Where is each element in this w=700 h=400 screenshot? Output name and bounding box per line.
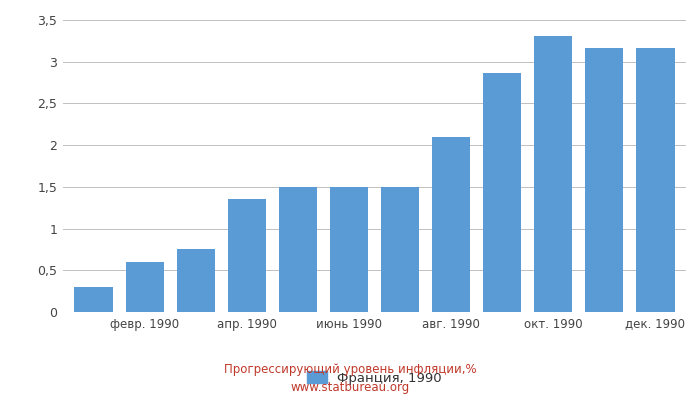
Bar [636,48,675,312]
Bar [381,187,419,312]
Text: Прогрессирующий уровень инфляции,%: Прогрессирующий уровень инфляции,% [224,364,476,376]
Bar [330,187,368,312]
Text: www.statbureau.org: www.statbureau.org [290,382,410,394]
Bar [483,73,522,312]
Bar [534,36,573,312]
Bar [74,287,113,312]
Bar [279,187,317,312]
Bar [432,137,470,312]
Bar [585,48,624,312]
Bar [125,262,164,312]
Bar [176,250,215,312]
Bar [228,199,266,312]
Legend: Франция, 1990: Франция, 1990 [307,371,442,384]
